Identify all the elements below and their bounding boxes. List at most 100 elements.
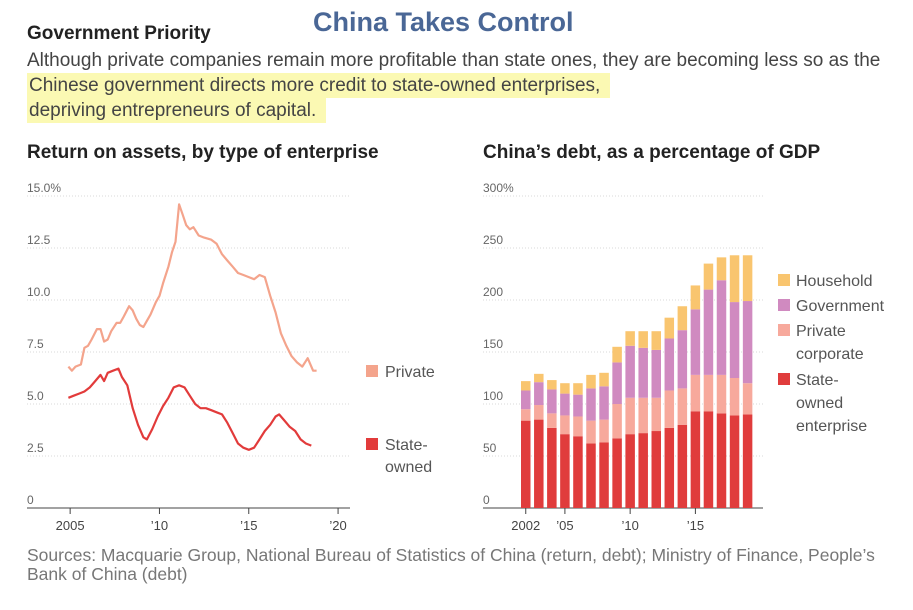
debt-bar-state-owned-enterprise-2018 — [729, 415, 740, 508]
roa-legend-label: State- — [385, 437, 428, 454]
debt-legend-label: Household — [796, 273, 873, 290]
debt-bar-household-2015 — [690, 285, 701, 310]
debt-bar-state-owned-enterprise-2012 — [651, 431, 661, 508]
debt-bar-government-2002 — [521, 390, 531, 410]
debt-bar-government-2013 — [664, 338, 675, 391]
debt-bar-government-2009 — [612, 362, 622, 404]
debt-bar-household-2018 — [729, 255, 740, 303]
debt-bar-household-2012 — [651, 331, 661, 350]
roa-x-tick-label: ’10 — [151, 518, 168, 533]
debt-bar-private-corporate-2019 — [742, 383, 753, 415]
roa-y-tick-label: 5.0 — [27, 389, 44, 403]
debt-bar-state-owned-enterprise-2011 — [638, 433, 648, 508]
debt-y-tick-label: 100 — [483, 389, 503, 403]
debt-bar-government-2010 — [625, 345, 635, 398]
debt-bar-government-2012 — [651, 349, 661, 398]
roa-legend-swatch-state-owned — [366, 438, 378, 450]
debt-bar-private-corporate-2008 — [599, 419, 609, 443]
debt-y-tick-label: 50 — [483, 441, 497, 455]
debt-bar-state-owned-enterprise-2019 — [742, 414, 753, 508]
roa-y-tick-label: 10.0 — [27, 285, 51, 299]
debt-bar-household-2007 — [586, 374, 596, 389]
debt-bar-household-2002 — [521, 381, 531, 391]
debt-bar-state-owned-enterprise-2015 — [690, 411, 701, 508]
roa-y-tick-label: 15.0% — [27, 181, 61, 195]
debt-bar-private-corporate-2002 — [521, 409, 531, 421]
roa-legend-label: Private — [385, 364, 435, 381]
dek-lead: Although private companies remain more p… — [27, 50, 881, 71]
debt-y-tick-label: 0 — [483, 493, 490, 507]
debt-bar-private-corporate-2013 — [664, 390, 675, 428]
debt-bar-private-corporate-2015 — [690, 374, 701, 412]
debt-bar-private-corporate-2012 — [651, 397, 661, 432]
debt-y-tick-label: 250 — [483, 233, 503, 247]
debt-bar-private-corporate-2007 — [586, 420, 596, 444]
debt-bar-private-corporate-2003 — [534, 405, 544, 420]
debt-bar-government-2018 — [729, 302, 740, 378]
roa-x-tick-label: 2005 — [56, 518, 85, 533]
debt-x-tick-label: 2002 — [511, 518, 540, 533]
debt-bar-household-2006 — [573, 383, 583, 395]
sources-note: Sources: Macquarie Group, National Burea… — [27, 545, 875, 584]
debt-bar-private-corporate-2018 — [729, 378, 740, 416]
debt-bar-household-2008 — [599, 372, 609, 387]
roa-y-tick-label: 7.5 — [27, 337, 44, 351]
roa-legend-label: owned — [385, 459, 432, 476]
debt-bar-government-2003 — [534, 382, 544, 406]
debt-bar-state-owned-enterprise-2004 — [547, 427, 557, 508]
debt-legend-swatch-state-owned-enterprise — [778, 373, 790, 385]
debt-bar-household-2003 — [534, 373, 544, 383]
debt-bar-private-corporate-2006 — [573, 416, 583, 437]
debt-legend-swatch-government — [778, 299, 790, 311]
debt-bar-state-owned-enterprise-2002 — [521, 420, 531, 508]
debt-bar-household-2019 — [742, 255, 753, 302]
debt-bar-state-owned-enterprise-2009 — [612, 438, 622, 508]
debt-y-tick-label: 300% — [483, 181, 514, 195]
debt-bar-state-owned-enterprise-2003 — [534, 419, 544, 508]
debt-legend-swatch-household — [778, 274, 790, 286]
debt-bar-private-corporate-2005 — [560, 415, 570, 435]
debt-bar-household-2009 — [612, 346, 622, 363]
debt-bar-government-2006 — [573, 394, 583, 417]
debt-bar-government-2017 — [716, 280, 727, 375]
debt-bar-household-2016 — [703, 263, 714, 290]
debt-bar-government-2015 — [690, 309, 701, 375]
debt-bar-government-2008 — [599, 386, 609, 420]
debt-bar-government-2014 — [677, 330, 688, 389]
roa-y-tick-label: 12.5 — [27, 233, 51, 247]
debt-bar-government-2007 — [586, 388, 596, 421]
debt-bar-private-corporate-2010 — [625, 397, 635, 435]
debt-bar-government-2011 — [638, 347, 648, 398]
debt-bar-private-corporate-2014 — [677, 388, 688, 425]
debt-bar-state-owned-enterprise-2008 — [599, 442, 609, 508]
debt-bar-state-owned-enterprise-2013 — [664, 427, 675, 508]
debt-legend-label: Government — [796, 298, 885, 315]
debt-bar-state-owned-enterprise-2014 — [677, 424, 688, 508]
debt-bar-state-owned-enterprise-2006 — [573, 436, 583, 508]
debt-bar-private-corporate-2017 — [716, 374, 727, 414]
roa-legend-swatch-private — [366, 365, 378, 377]
debt-bar-household-2014 — [677, 306, 688, 331]
roa-series-state-owned — [67, 367, 312, 451]
debt-bar-household-2004 — [547, 380, 557, 390]
debt-legend-swatch-private-corporate — [778, 324, 790, 336]
kicker-heading: Government Priority — [27, 23, 211, 44]
roa-y-tick-label: 0 — [27, 493, 34, 507]
debt-bar-private-corporate-2016 — [703, 374, 714, 412]
debt-legend-label: owned — [796, 395, 843, 412]
roa-chart-title: Return on assets, by type of enterprise — [27, 142, 379, 163]
debt-bar-private-corporate-2004 — [547, 413, 557, 428]
debt-legend-label: Private — [796, 323, 846, 340]
debt-legend-label: corporate — [796, 346, 864, 363]
debt-x-tick-label: ’05 — [556, 518, 573, 533]
debt-bar-state-owned-enterprise-2017 — [716, 413, 727, 508]
debt-legend-label: enterprise — [796, 418, 867, 435]
debt-bar-state-owned-enterprise-2010 — [625, 434, 635, 508]
debt-bar-household-2013 — [664, 317, 675, 339]
dek-paragraph: Although private companies remain more p… — [27, 48, 907, 123]
debt-chart-title: China’s debt, as a percentage of GDP — [483, 142, 821, 163]
debt-bar-household-2017 — [716, 257, 727, 281]
debt-bar-household-2005 — [560, 383, 570, 394]
